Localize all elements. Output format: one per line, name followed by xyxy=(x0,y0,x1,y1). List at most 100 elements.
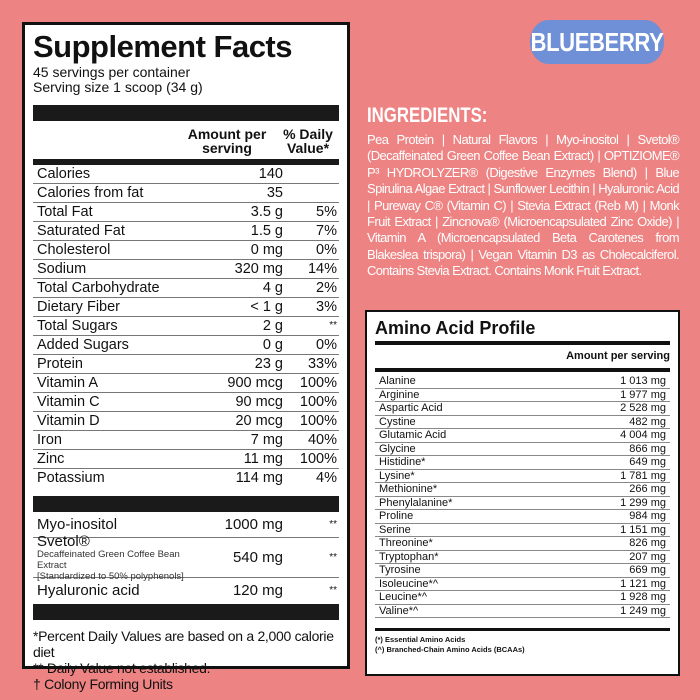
amount: 120 mg xyxy=(232,581,283,599)
amino-amount: 1 928 mg xyxy=(620,591,666,603)
amino-name: Histidine* xyxy=(379,456,426,468)
nutrient-row: Calories 140 xyxy=(33,165,339,184)
amino-row: Glycine 866 mg xyxy=(375,442,670,456)
dv: ** xyxy=(329,519,337,530)
dv: ** xyxy=(329,584,337,596)
amino-row: Leucine*^ 1 928 mg xyxy=(375,591,670,605)
nutrient-amount: 900 mcg xyxy=(227,375,283,391)
daily-value-header: % Daily Value* xyxy=(283,126,333,156)
amino-amount: 482 mg xyxy=(629,415,666,428)
amino-row: Isoleucine*^ 1 121 mg xyxy=(375,578,670,591)
nutrient-row: Cholesterol 0 mg 0% xyxy=(33,241,339,260)
amino-name: Serine xyxy=(379,523,411,536)
nutrient-dv: 5% xyxy=(316,204,337,220)
nutrient-name: Cholesterol xyxy=(37,242,111,258)
nutrient-name: Sodium xyxy=(37,261,87,277)
amino-name: Proline xyxy=(379,510,414,522)
nutrient-amount: 2 g xyxy=(262,318,283,334)
ingredients-section: INGREDIENTS: Pea Protein | Natural Flavo… xyxy=(367,104,680,280)
nutrient-row: Vitamin C 90 mcg 100% xyxy=(33,393,339,412)
nutrient-amount: 90 mcg xyxy=(235,394,283,410)
facts-title: Supplement Facts xyxy=(33,29,293,64)
nutrient-row: Saturated Fat 1.5 g 7% xyxy=(33,222,339,241)
amino-amount: 649 mg xyxy=(629,456,666,468)
nutrient-amount: 4 g xyxy=(262,280,283,296)
nutrient-name: Zinc xyxy=(37,451,65,467)
flavor-badge: BLUEBERRY xyxy=(529,20,665,64)
amino-row: Valine*^ 1 249 mg xyxy=(375,604,670,618)
supplement-facts-panel: Supplement Facts 45 servings per contain… xyxy=(22,22,350,692)
amino-name: Methionine* xyxy=(379,483,438,495)
nutrient-dv: 2% xyxy=(316,280,337,296)
nutrient-row: Vitamin D 20 mcg 100% xyxy=(33,412,339,431)
nutrient-amount: < 1 g xyxy=(250,299,283,315)
amino-amount: 866 mg xyxy=(629,442,666,455)
nutrient-amount: 3.5 g xyxy=(250,204,283,220)
nutrient-rows: Calories 140 Calories from fat 35 Total Fat 3… xyxy=(33,165,339,488)
name: Svetol® xyxy=(37,532,90,550)
footnote: *Percent Daily Values are based on a 2,0… xyxy=(33,628,334,660)
nutrient-row: Vitamin A 900 mcg 100% xyxy=(33,374,339,393)
row-hyaluronic-acid: Hyaluronic acid 120 mg ** xyxy=(33,578,339,602)
amino-row: Glutamic Acid 4 004 mg xyxy=(375,429,670,443)
dv: ** xyxy=(329,552,337,563)
serving-size: Serving size 1 scoop (34 g) xyxy=(33,79,203,95)
amino-name: Glutamic Acid xyxy=(379,429,447,441)
nutrient-dv: 100% xyxy=(299,375,337,391)
note: (*) Essential Amino Acids xyxy=(375,635,466,644)
nutrient-name: Total Fat xyxy=(37,204,93,220)
nutrient-dv: ** xyxy=(329,320,337,331)
amino-name: Arginine xyxy=(379,388,420,401)
amino-amount: 1 249 mg xyxy=(620,604,666,617)
nutrient-dv: 3% xyxy=(316,299,337,315)
divider-bar xyxy=(33,105,339,121)
standardization: [Standardized to 50% polyphenols] xyxy=(37,570,184,582)
description: Decaffeinated Green Coffee Bean Extract xyxy=(37,548,180,571)
amino-name: Alanine xyxy=(379,375,416,387)
nutrient-amount: 114 mg xyxy=(235,470,283,486)
nutrient-dv: 7% xyxy=(316,223,337,239)
nutrient-row: Calories from fat 35 xyxy=(33,184,339,203)
amino-amount: 1 151 mg xyxy=(620,523,666,536)
nutrient-name: Total Sugars xyxy=(37,318,118,334)
amino-row: Methionine* 266 mg xyxy=(375,483,670,497)
nutrient-dv: 0% xyxy=(316,242,337,258)
amino-header: Amount per serving xyxy=(375,345,670,372)
amino-acid-profile: Amino Acid Profile Amount per serving Al… xyxy=(365,310,680,676)
nutrient-amount: 35 xyxy=(266,185,283,201)
amino-amount: 669 mg xyxy=(629,564,666,576)
nutrient-name: Saturated Fat xyxy=(37,223,125,239)
nutrient-name: Iron xyxy=(37,432,62,448)
amino-amount: 2 528 mg xyxy=(620,402,666,414)
nutrient-name: Vitamin C xyxy=(37,394,100,410)
name: Myo-inositol xyxy=(37,516,118,533)
nutrient-amount: 20 mcg xyxy=(235,413,283,429)
amino-row: Aspartic Acid 2 528 mg xyxy=(375,402,670,416)
svetol-name-block: Svetol® Decaffeinated Green Coffee Bean … xyxy=(37,534,193,582)
nutrient-dv xyxy=(283,184,339,202)
amino-name: Cystine xyxy=(379,415,416,428)
amino-row: Serine 1 151 mg xyxy=(375,523,670,537)
ingredients-text: Pea Protein | Natural Flavors | Myo-inos… xyxy=(367,132,680,279)
nutrient-row: Total Fat 3.5 g 5% xyxy=(33,203,339,222)
name: Hyaluronic acid xyxy=(37,581,140,599)
nutrient-dv xyxy=(283,165,339,183)
amino-amount: 207 mg xyxy=(629,550,666,563)
row-svetol: Svetol® Decaffeinated Green Coffee Bean … xyxy=(33,534,339,582)
footnotes: *Percent Daily Values are based on a 2,0… xyxy=(33,628,339,692)
amino-row: Tyrosine 669 mg xyxy=(375,564,670,578)
nutrient-dv: 14% xyxy=(307,261,337,277)
nutrient-row: Added Sugars 0 g 0% xyxy=(33,336,339,355)
footnote: † Colony Forming Units xyxy=(33,676,173,692)
amino-row: Threonine* 826 mg xyxy=(375,537,670,551)
divider-bar xyxy=(33,604,339,620)
nutrient-amount: 320 mg xyxy=(234,261,283,277)
amino-row: Cystine 482 mg xyxy=(375,415,670,429)
amount: 1000 mg xyxy=(224,516,283,533)
amino-name: Leucine*^ xyxy=(379,591,427,603)
servings-per-container: 45 servings per container xyxy=(33,64,191,80)
nutrient-amount: 0 mg xyxy=(250,242,283,258)
amino-name: Tryptophan* xyxy=(379,550,439,563)
amino-name: Valine*^ xyxy=(379,604,419,617)
footnote: ** Daily Value not established. xyxy=(33,660,211,676)
